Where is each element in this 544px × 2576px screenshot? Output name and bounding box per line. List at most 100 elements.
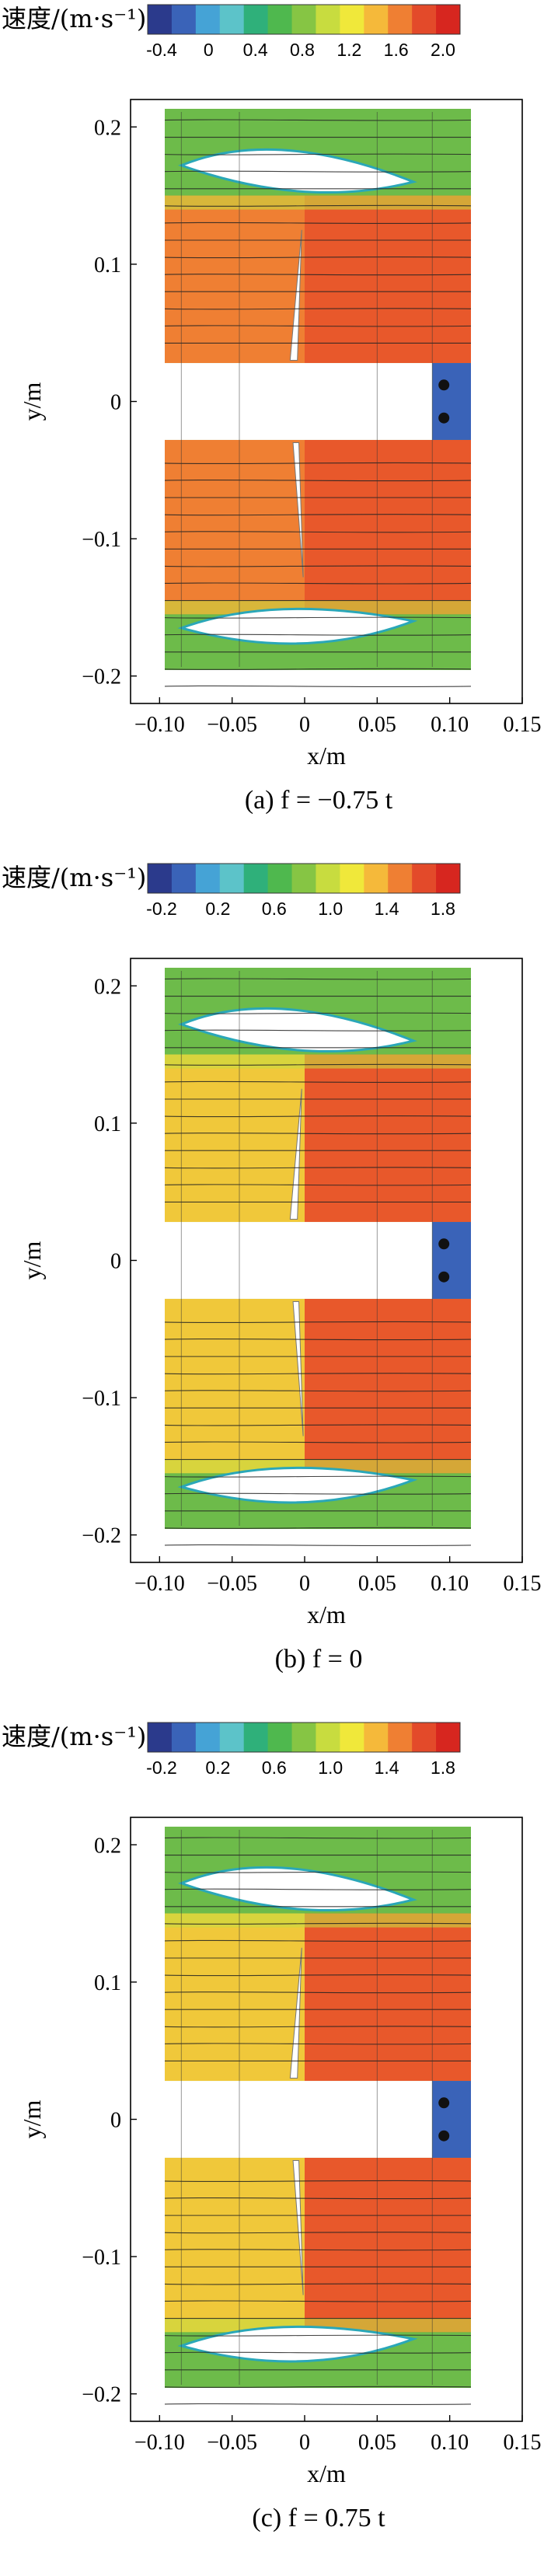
streamline xyxy=(164,1029,472,1031)
streamline xyxy=(164,462,472,465)
colorbar-tick-label: -0.2 xyxy=(146,899,177,919)
streamline xyxy=(164,1939,472,1942)
colorbar-tick-label: 0 xyxy=(204,40,214,60)
streamline xyxy=(164,1492,472,1495)
upper-right-region xyxy=(305,1913,471,2082)
lower-blade xyxy=(292,1300,304,1436)
upper-blade xyxy=(289,1088,302,1220)
colorbar-segment xyxy=(267,864,293,893)
x-tick-label: 0.10 xyxy=(431,713,469,737)
streamline xyxy=(164,2300,472,2302)
x-tick-label: 0 xyxy=(299,2431,310,2455)
colorbar-segment xyxy=(219,1723,245,1752)
upper-left-region xyxy=(165,195,305,364)
colorbar-segment xyxy=(291,864,316,893)
colorbar-title: 速度/(m·s⁻¹) xyxy=(2,1722,146,1751)
panel-caption: (c) f = 0.75 t xyxy=(252,2504,385,2532)
streamline xyxy=(164,2197,472,2200)
upper-band xyxy=(165,1054,471,1069)
x-tick-label: −0.05 xyxy=(207,1572,257,1596)
panel-caption: (a) f = −0.75 t xyxy=(245,786,393,815)
colorbar-segment xyxy=(291,1723,316,1752)
colorbar-segment xyxy=(364,864,389,893)
colorbar-segment xyxy=(388,5,413,34)
streamline xyxy=(164,222,472,225)
colorbar-segment xyxy=(436,5,461,34)
colorbar-tick-label: 0.6 xyxy=(262,899,287,919)
y-tick-label: 0.1 xyxy=(94,1971,121,1995)
vortex-region xyxy=(432,2081,471,2158)
colorbar-title: 速度/(m·s⁻¹) xyxy=(2,4,146,33)
y-tick-label: −0.2 xyxy=(82,2383,121,2407)
y-tick-label: 0 xyxy=(110,2109,121,2133)
colorbar-tick-label: 1.8 xyxy=(431,899,455,919)
x-tick-label: 0 xyxy=(299,713,310,737)
x-tick-label: −0.05 xyxy=(207,713,257,737)
streamline xyxy=(164,256,472,259)
streamline xyxy=(164,634,472,636)
streamline xyxy=(164,1321,472,1324)
colorbar-segment xyxy=(388,1723,413,1752)
upper-left-region xyxy=(165,1913,305,2082)
upper-left-region xyxy=(165,1054,305,1223)
streamline xyxy=(164,1133,472,1135)
colorbar-segment xyxy=(388,864,413,893)
x-tick-label: 0.05 xyxy=(358,1572,396,1596)
x-tick-label: 0.15 xyxy=(504,2431,542,2455)
colorbar-segment xyxy=(436,1723,461,1752)
y-tick-label: −0.2 xyxy=(82,665,121,689)
colorbar-tick-label: 1.0 xyxy=(318,1757,343,1778)
colorbar-tick-label: 0.2 xyxy=(205,899,230,919)
streamline xyxy=(164,1115,472,1118)
colorbar-segment xyxy=(340,1723,364,1752)
lower-right-region xyxy=(305,439,471,615)
streamline xyxy=(164,1991,472,1994)
vortex-core xyxy=(438,2130,450,2141)
colorbar-title: 速度/(m·s⁻¹) xyxy=(2,863,146,892)
streamline xyxy=(164,1080,472,1084)
y-tick-label: 0.2 xyxy=(94,975,121,999)
x-tick-label: 0.05 xyxy=(358,713,396,737)
y-tick-label: 0.2 xyxy=(94,116,121,140)
colorbar-tick-label: 0.6 xyxy=(262,1757,287,1778)
streamline xyxy=(164,2026,472,2028)
streamline xyxy=(164,2403,472,2406)
panel-caption: (b) f = 0 xyxy=(275,1645,363,1674)
x-tick-label: 0.05 xyxy=(358,2431,396,2455)
streamline xyxy=(164,1888,472,1890)
colorbar-segment xyxy=(195,864,221,893)
colorbar-segment xyxy=(171,5,197,34)
colorbar-tick-label: 1.2 xyxy=(337,40,361,60)
y-tick-label: 0 xyxy=(110,391,121,415)
colorbar-segment xyxy=(195,5,221,34)
colorbar-segment xyxy=(316,5,340,34)
colorbar-segment xyxy=(243,5,269,34)
colorbar-segment xyxy=(364,1723,389,1752)
streamline xyxy=(164,1527,472,1529)
streamline xyxy=(164,1063,472,1066)
streamline xyxy=(164,668,472,670)
colorbar-segment xyxy=(243,1723,269,1752)
streamline xyxy=(164,616,472,619)
x-axis-label: x/m xyxy=(307,2459,346,2487)
upper-blade xyxy=(289,229,302,361)
panel-a: 速度/(m·s⁻¹)-0.4 0 0.4 0.8 1.2 1.6 2.0−0.10 −0.05… xyxy=(2,4,542,815)
streamline xyxy=(164,2351,472,2354)
streamline xyxy=(164,2180,472,2183)
colorbar-segment xyxy=(148,5,173,34)
lower-blade xyxy=(292,2159,304,2295)
streamline xyxy=(164,1475,472,1478)
colorbar-segment xyxy=(412,5,437,34)
colorbar-tick-label: 2.0 xyxy=(431,40,455,60)
y-tick-label: −0.2 xyxy=(82,1524,121,1548)
x-axis-label: x/m xyxy=(307,742,346,770)
colorbar-tick-label: 1.4 xyxy=(375,1757,399,1778)
vortex-core xyxy=(438,2097,450,2109)
colorbar-tick-label: 1.0 xyxy=(318,899,343,919)
y-tick-label: 0.2 xyxy=(94,1834,121,1858)
lower-right-region xyxy=(305,2157,471,2333)
colorbar-segment xyxy=(412,1723,437,1752)
colorbar-segment xyxy=(436,864,461,893)
lower-right-region xyxy=(305,1298,471,1474)
